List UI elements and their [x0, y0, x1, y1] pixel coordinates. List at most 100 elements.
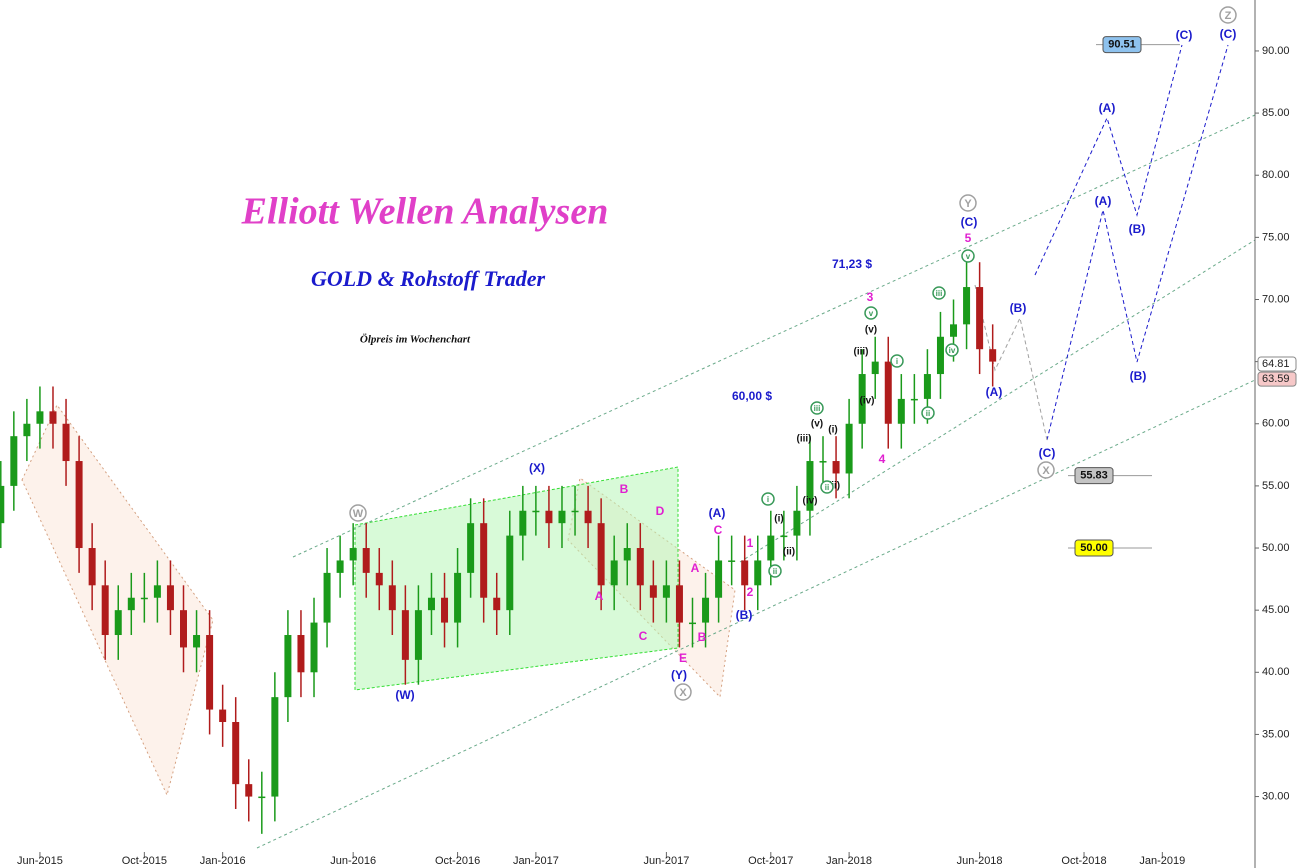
candle-body [923, 374, 931, 399]
wave-label: (C) [961, 215, 978, 229]
candle-body [336, 560, 344, 573]
wave-label: (iv) [860, 396, 875, 407]
candle-body [950, 324, 958, 337]
wave-label: C [639, 629, 648, 643]
wave-label: (A) [1099, 101, 1116, 115]
wave-circle [864, 306, 878, 320]
chart-note: Ölpreis im Wochenchart [360, 333, 471, 346]
wave-label: A [595, 589, 604, 603]
candle-body [310, 622, 318, 673]
wave-label: (Y) [671, 668, 687, 682]
candle-body [114, 610, 122, 636]
price-note: 60,00 $ [732, 389, 772, 403]
wave-circle [961, 249, 975, 263]
triangle-zone [354, 466, 679, 691]
wave-label: 2 [747, 585, 754, 599]
wave-label: (B) [1010, 301, 1027, 315]
chart-subtitle: GOLD & Rohstoff Trader [311, 266, 546, 291]
wave-label: (B) [1129, 222, 1146, 236]
wave-circle [959, 194, 977, 212]
wave-label: W [353, 508, 364, 520]
wave-label: i [767, 495, 769, 504]
candle-body [989, 349, 997, 362]
candle-body [49, 411, 57, 424]
candle-body [454, 572, 462, 623]
candle-body [10, 436, 18, 486]
wave-label: B [698, 630, 707, 644]
candle-body [206, 635, 214, 710]
price-tag-label: 63.59 [1262, 373, 1290, 385]
candle-body [362, 548, 370, 573]
wave-label: (iii) [797, 434, 812, 445]
candle-body [636, 548, 644, 586]
wave-circle [768, 564, 782, 578]
candle-body [427, 597, 435, 611]
candle-body [597, 523, 605, 586]
wave-label: v [869, 309, 874, 318]
y-tick-label: 70.00 [1262, 293, 1290, 305]
candle-body [401, 610, 409, 660]
wave-label: (i) [774, 514, 783, 525]
wave-circle [820, 480, 834, 494]
level-box [1074, 539, 1114, 557]
candle-body [662, 585, 670, 598]
wave-circle [810, 401, 824, 415]
wave-label: (C) [1039, 446, 1056, 460]
wave-label: (ii) [828, 481, 840, 492]
x-tick-label: Oct-2017 [748, 855, 793, 867]
candle-body [649, 585, 657, 598]
level-label: 50.00 [1080, 542, 1108, 554]
wave-label: (X) [529, 461, 545, 475]
candle-body [219, 709, 227, 723]
wave-label: iii [814, 404, 821, 413]
price-tag [1257, 356, 1297, 372]
x-tick-label: Jan-2019 [1139, 855, 1185, 867]
wave-label: 1 [747, 536, 754, 550]
candle-body [193, 635, 201, 648]
wave-label: (B) [1130, 369, 1147, 383]
candle-body [963, 287, 971, 325]
candle-body [375, 572, 383, 586]
candle-body [780, 535, 788, 538]
wave-label: ii [926, 409, 930, 418]
y-tick-label: 40.00 [1262, 666, 1290, 678]
wave-label: X [1042, 465, 1050, 477]
candle-body [127, 597, 135, 611]
wave-circle [1219, 6, 1237, 24]
candle-body [467, 523, 475, 573]
candle-body [793, 510, 801, 536]
level-box [1074, 467, 1114, 485]
candle-body [232, 722, 240, 785]
candle-body [88, 548, 96, 586]
wave-label: (A) [1095, 194, 1112, 208]
candle-body [910, 398, 918, 401]
x-tick-label: Jun-2016 [330, 855, 376, 867]
y-tick-label: 55.00 [1262, 480, 1290, 492]
chart-title: Elliott Wellen Analysen [241, 191, 609, 233]
wave-label: (i) [828, 425, 837, 436]
candle-body [675, 585, 683, 623]
candle-body [480, 523, 488, 598]
candle-body [702, 597, 710, 623]
y-tick-label: 50.00 [1262, 542, 1290, 554]
wave-circle [932, 286, 946, 300]
trend-line [739, 239, 1256, 563]
candle-body [166, 585, 174, 611]
y-tick-label: 35.00 [1262, 728, 1290, 740]
level-label: 90.51 [1108, 39, 1136, 51]
y-tick-label: 90.00 [1262, 45, 1290, 57]
y-tick-label: 85.00 [1262, 107, 1290, 119]
wave-label: iii [936, 289, 943, 298]
level-box [1102, 36, 1142, 54]
candle-body [36, 411, 44, 424]
candle-body [767, 535, 775, 561]
candle-body [62, 423, 70, 462]
candle-body [258, 796, 266, 799]
wave-label: A [691, 561, 700, 575]
candle-body [493, 597, 501, 611]
x-tick-label: Oct-2016 [435, 855, 480, 867]
candle-body [688, 622, 696, 625]
wave-label: (v) [811, 419, 823, 430]
wave-circle [890, 354, 904, 368]
y-tick-label: 80.00 [1262, 169, 1290, 181]
